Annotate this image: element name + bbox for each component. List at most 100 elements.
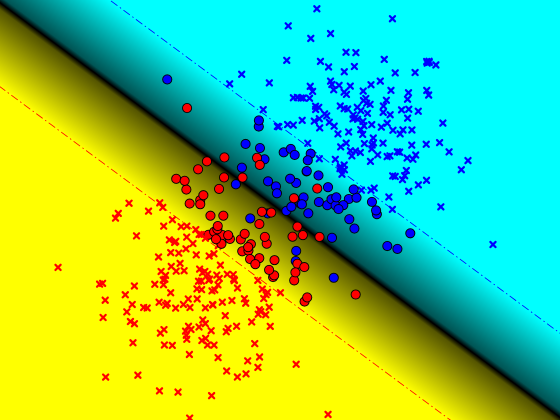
- data-point: [331, 155, 340, 164]
- data-point: [344, 128, 353, 136]
- data-point: [358, 130, 367, 139]
- data-point: [130, 282, 139, 290]
- support-vector-point: [184, 198, 195, 209]
- support-vector-point: [236, 162, 247, 173]
- support-vector-point: [328, 272, 339, 283]
- data-point: [223, 270, 231, 278]
- data-point: [257, 308, 265, 316]
- data-point: [185, 350, 194, 359]
- data-point: [193, 295, 201, 303]
- data-point: [274, 123, 283, 131]
- data-point: [111, 214, 120, 222]
- data-point: [126, 317, 135, 326]
- data-point: [99, 313, 107, 322]
- data-point: [316, 57, 325, 66]
- data-point: [254, 276, 262, 285]
- support-vector-point: [312, 183, 323, 194]
- data-point: [432, 61, 440, 69]
- support-vector-point: [286, 201, 297, 212]
- data-point: [369, 139, 378, 147]
- support-vector-point: [171, 173, 182, 184]
- data-point: [222, 328, 230, 336]
- data-point: [230, 276, 238, 285]
- data-point: [233, 373, 242, 381]
- data-point: [255, 353, 264, 361]
- data-point: [101, 373, 110, 381]
- support-vector-point: [250, 259, 261, 270]
- support-vector-point: [288, 193, 300, 204]
- data-point: [397, 106, 406, 114]
- data-point: [168, 216, 177, 224]
- data-point: [445, 148, 453, 156]
- data-point: [205, 276, 213, 285]
- data-point: [349, 111, 357, 119]
- data-point: [408, 141, 416, 149]
- data-point: [205, 252, 213, 260]
- data-point: [379, 108, 387, 117]
- support-vector-point: [322, 182, 334, 193]
- data-point: [437, 203, 445, 211]
- data-point: [439, 119, 447, 127]
- data-point: [422, 176, 431, 185]
- data-point: [411, 68, 419, 77]
- data-point: [247, 318, 256, 326]
- data-point: [289, 121, 297, 129]
- support-vector-point: [314, 231, 325, 242]
- data-point: [243, 357, 252, 365]
- data-point: [194, 277, 203, 285]
- data-point: [343, 105, 352, 113]
- data-points: [54, 5, 497, 420]
- support-vector-point: [313, 196, 324, 208]
- support-vector-point: [382, 240, 393, 252]
- data-point: [346, 82, 354, 90]
- data-point: [276, 289, 285, 297]
- data-point: [192, 225, 200, 234]
- data-point: [366, 157, 375, 166]
- support-vector-point: [296, 199, 307, 210]
- support-vector-point: [291, 245, 302, 256]
- support-vector-point: [301, 165, 312, 177]
- data-point: [313, 5, 321, 13]
- data-point: [464, 156, 472, 165]
- data-point: [284, 22, 292, 30]
- support-vector-point: [214, 183, 225, 194]
- data-point: [183, 222, 191, 230]
- support-vector-point: [201, 156, 212, 167]
- support-vector-point: [195, 199, 206, 210]
- data-point: [370, 184, 378, 192]
- support-vector-point: [179, 175, 190, 186]
- data-point: [360, 139, 369, 148]
- support-vector-point: [254, 218, 265, 230]
- data-point: [166, 289, 175, 297]
- data-point: [228, 296, 236, 305]
- data-point: [387, 86, 395, 95]
- data-point: [222, 367, 231, 375]
- data-point: [95, 280, 104, 288]
- data-point: [367, 81, 375, 89]
- data-point: [405, 187, 413, 195]
- data-point: [121, 291, 129, 299]
- data-point: [315, 155, 324, 163]
- data-point: [208, 300, 217, 309]
- support-vector-point: [285, 173, 296, 184]
- data-point: [197, 285, 206, 294]
- support-vector-point: [366, 196, 378, 207]
- support-vector-point: [269, 255, 280, 266]
- data-point: [237, 70, 246, 78]
- data-point: [129, 339, 137, 347]
- data-point: [175, 249, 183, 257]
- data-point: [377, 123, 386, 131]
- support-vector-point: [264, 264, 275, 275]
- data-point: [334, 130, 342, 138]
- data-point: [214, 281, 222, 289]
- support-vector-point: [223, 230, 234, 241]
- support-vector-point: [218, 172, 230, 183]
- data-point: [251, 339, 259, 348]
- support-vector-point: [266, 207, 277, 218]
- data-point: [225, 80, 234, 88]
- data-point: [214, 353, 222, 362]
- data-point: [307, 34, 315, 43]
- support-vector-point: [181, 184, 192, 195]
- data-point: [201, 319, 210, 328]
- support-vector-point: [219, 152, 230, 163]
